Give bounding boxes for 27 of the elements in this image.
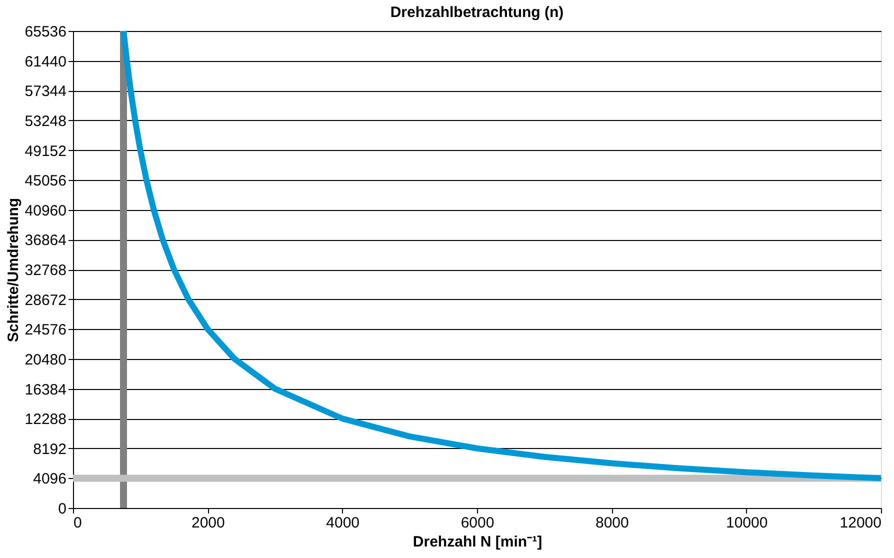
y-tick-label: 40960 <box>24 202 66 220</box>
x-tick-label: 8000 <box>595 514 629 532</box>
y-tick-label: 8192 <box>33 440 66 458</box>
y-tick-label: 32768 <box>24 262 66 279</box>
y-tick-label: 24576 <box>24 322 66 339</box>
x-tick-label: 4000 <box>326 514 360 532</box>
x-tick-label: 0 <box>74 514 82 532</box>
x-tick-label: 6000 <box>460 514 494 532</box>
x-axis-title: Drehzahl N [min⁻¹] <box>412 534 542 550</box>
chart-title: Drehzahlbetrachtung (n) <box>390 4 564 21</box>
y-tick-label: 0 <box>58 500 66 518</box>
x-tick-label: 12000 <box>840 514 882 532</box>
x-tick-label: 2000 <box>191 514 225 532</box>
y-tick-label: 49152 <box>24 142 66 160</box>
y-tick-label: 65536 <box>24 24 66 40</box>
y-tick-label: 16384 <box>24 381 66 398</box>
y-axis-title: Schritte/Umdrehung <box>4 198 22 342</box>
y-tick-label: 45056 <box>24 172 66 190</box>
y-tick-label: 28672 <box>24 292 66 309</box>
y-tick-label: 4096 <box>33 470 66 488</box>
x-tick-label: 10000 <box>726 514 768 532</box>
y-tick-label: 12288 <box>24 411 66 428</box>
y-tick-label: 53248 <box>24 112 66 130</box>
y-tick-label: 20480 <box>24 351 66 368</box>
y-tick-label: 61440 <box>24 53 66 70</box>
y-tick-label: 36864 <box>24 232 66 250</box>
y-tick-label: 57344 <box>24 83 66 100</box>
